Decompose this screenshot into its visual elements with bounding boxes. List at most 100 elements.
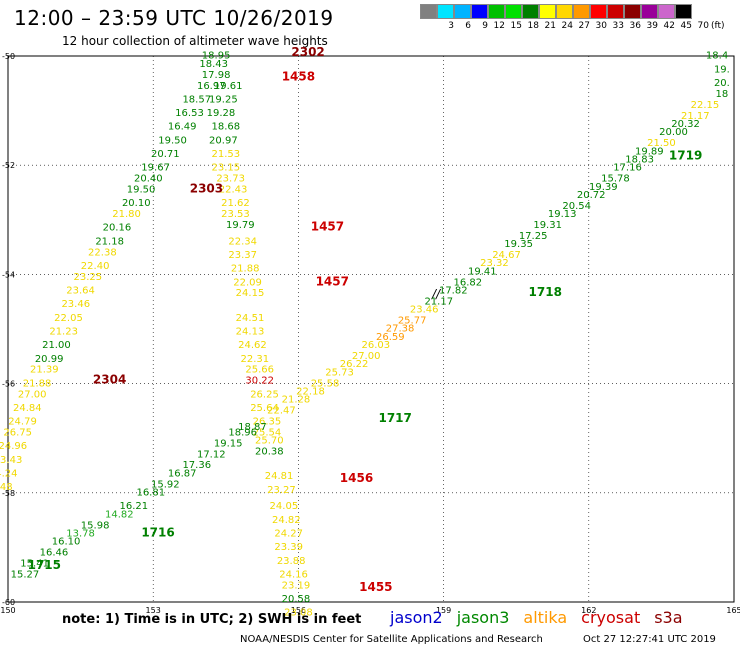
wave-height-value: 16.81 bbox=[136, 488, 165, 499]
wave-height-value: 24.82 bbox=[272, 515, 301, 526]
wave-height-value: 20.54 bbox=[562, 201, 591, 212]
wave-height-value: 19.41 bbox=[468, 266, 497, 277]
wave-height-value: 26.35 bbox=[253, 417, 282, 428]
legend-label: 27 bbox=[578, 21, 590, 31]
wave-height-value: 22.38 bbox=[88, 247, 117, 258]
wave-height-value: 18.4 bbox=[706, 51, 728, 62]
wave-height-value: 24.13 bbox=[236, 326, 265, 337]
wave-height-value: 23.46 bbox=[61, 299, 90, 310]
wave-height-value: 22.48 bbox=[0, 482, 13, 493]
wave-height-value: 25.73 bbox=[325, 367, 354, 378]
wave-height-value: 18.57 bbox=[182, 94, 211, 105]
wave-height-value: 20.16 bbox=[103, 223, 132, 234]
wave-height-value: 23.25 bbox=[74, 272, 103, 283]
legend-label: (ft) bbox=[711, 21, 725, 31]
wave-height-value: 25.58 bbox=[311, 378, 340, 389]
wave-height-value: 22.34 bbox=[228, 236, 257, 247]
wave-height-value: 20.58 bbox=[282, 594, 311, 605]
wave-height-value: 16.46 bbox=[40, 548, 69, 559]
wave-height-value: 14.82 bbox=[105, 509, 134, 520]
footer-note: note: 1) Time is in UTC; 2) SWH is in fe… bbox=[62, 612, 362, 627]
page-title: 12:00 – 23:59 UTC 10/26/2019 bbox=[14, 6, 334, 30]
wave-height-value: 23.27 bbox=[267, 485, 296, 496]
wave-height-value: 17.16 bbox=[613, 163, 642, 174]
wave-height-value: 19.28 bbox=[207, 108, 236, 119]
legend-swatch bbox=[590, 4, 607, 19]
wave-height-value: 22.05 bbox=[54, 313, 83, 324]
wave-height-value: 25.64 bbox=[250, 403, 279, 414]
page-subtitle: 12 hour collection of altimeter wave hei… bbox=[62, 34, 328, 48]
wave-height-value: 21.18 bbox=[95, 236, 124, 247]
wave-height-value: 20. bbox=[714, 78, 730, 89]
pass-time-label: 1718 bbox=[529, 285, 562, 299]
wave-height-value: 26.59 bbox=[376, 332, 405, 343]
wave-height-value: 23.43 bbox=[0, 455, 22, 466]
satellite-jason2: jason2 bbox=[390, 608, 443, 627]
wave-height-value: 21.50 bbox=[647, 138, 676, 149]
legend-label: 36 bbox=[629, 21, 641, 31]
wave-height-value: 21.39 bbox=[30, 365, 59, 376]
wave-height-value: 18.68 bbox=[211, 122, 240, 133]
wave-height-value: 24.79 bbox=[8, 417, 37, 428]
wave-height-value: 19.25 bbox=[209, 94, 238, 105]
legend-swatch bbox=[675, 4, 692, 19]
wave-height-value: 24.51 bbox=[236, 313, 265, 324]
wave-height-value: 24.84 bbox=[13, 403, 42, 414]
wave-height-value: 23.32 bbox=[480, 258, 509, 269]
legend-label: 3 bbox=[448, 21, 454, 31]
wave-height-value: 18.96 bbox=[228, 427, 257, 438]
wave-height-value: 16.87 bbox=[168, 468, 197, 479]
legend-labels: 3 6 9 12 15 18 21 24 27 30 33 36 39 42 45 70 (ft) bbox=[420, 21, 731, 31]
wave-height-value: 20.72 bbox=[577, 190, 606, 201]
y-tick-label: -54 bbox=[2, 270, 15, 279]
wave-height-value: 24.81 bbox=[265, 471, 294, 482]
legend-swatch bbox=[522, 4, 539, 19]
legend-label: 70 bbox=[697, 21, 709, 31]
pass-time-label: 1455 bbox=[359, 580, 392, 594]
legend-swatch bbox=[420, 4, 437, 19]
wave-height-value: 19.50 bbox=[127, 185, 156, 196]
wave-height-value: 21.17 bbox=[681, 111, 710, 122]
legend-label: 21 bbox=[544, 21, 556, 31]
wave-height-value: 15.92 bbox=[151, 479, 180, 490]
wave-height-value: 23.88 bbox=[277, 556, 306, 567]
wave-height-value: 24.05 bbox=[270, 501, 299, 512]
wave-height-value: 24.15 bbox=[236, 288, 265, 299]
x-tick-label: 162 bbox=[581, 606, 596, 615]
wave-height-value: 16.53 bbox=[175, 108, 204, 119]
wave-height-value: 17.98 bbox=[202, 70, 231, 81]
pass-time-label: 1717 bbox=[378, 411, 411, 425]
legend-label: 42 bbox=[663, 21, 675, 31]
wave-height-value: 26.25 bbox=[250, 389, 279, 400]
wave-height-value: 19.13 bbox=[548, 209, 577, 220]
wave-height-value: 22.31 bbox=[241, 354, 270, 365]
generated-timestamp: Oct 27 12:27:41 UTC 2019 bbox=[583, 634, 716, 645]
wave-height-value: 22.40 bbox=[81, 261, 110, 272]
legend-swatch bbox=[437, 4, 454, 19]
wave-height-value: 15.27 bbox=[11, 569, 40, 580]
legend-swatch bbox=[471, 4, 488, 19]
legend-label: 39 bbox=[646, 21, 658, 31]
wave-height-value: 15.78 bbox=[601, 174, 630, 185]
wave-height-value: 17.12 bbox=[197, 449, 226, 460]
wave-height-value: 20.97 bbox=[209, 135, 238, 146]
wave-height-value: 22.09 bbox=[233, 277, 262, 288]
wave-height-value: 25.54 bbox=[253, 427, 282, 438]
legend-label: 9 bbox=[482, 21, 488, 31]
wave-height-value: 13.78 bbox=[66, 528, 95, 539]
wave-height-value: 24.24 bbox=[0, 468, 17, 479]
wave-height-value: 21.53 bbox=[211, 149, 240, 160]
wave-height-value: 19.50 bbox=[158, 135, 187, 146]
satellite-cryosat: cryosat bbox=[581, 608, 641, 627]
wave-height-value: 25.66 bbox=[245, 365, 274, 376]
wave-height-value: 18.87 bbox=[238, 422, 267, 433]
pass-time-label: 1715 bbox=[28, 558, 61, 572]
wave-height-value: 24.16 bbox=[279, 569, 308, 580]
legend-label: 6 bbox=[465, 21, 471, 31]
wave-height-value: 18.83 bbox=[625, 154, 654, 165]
wave-height-value: 20.40 bbox=[134, 174, 163, 185]
y-tick-label: -50 bbox=[2, 52, 15, 61]
y-tick-label: -56 bbox=[2, 380, 15, 389]
wave-height-value: 22.15 bbox=[691, 100, 720, 111]
